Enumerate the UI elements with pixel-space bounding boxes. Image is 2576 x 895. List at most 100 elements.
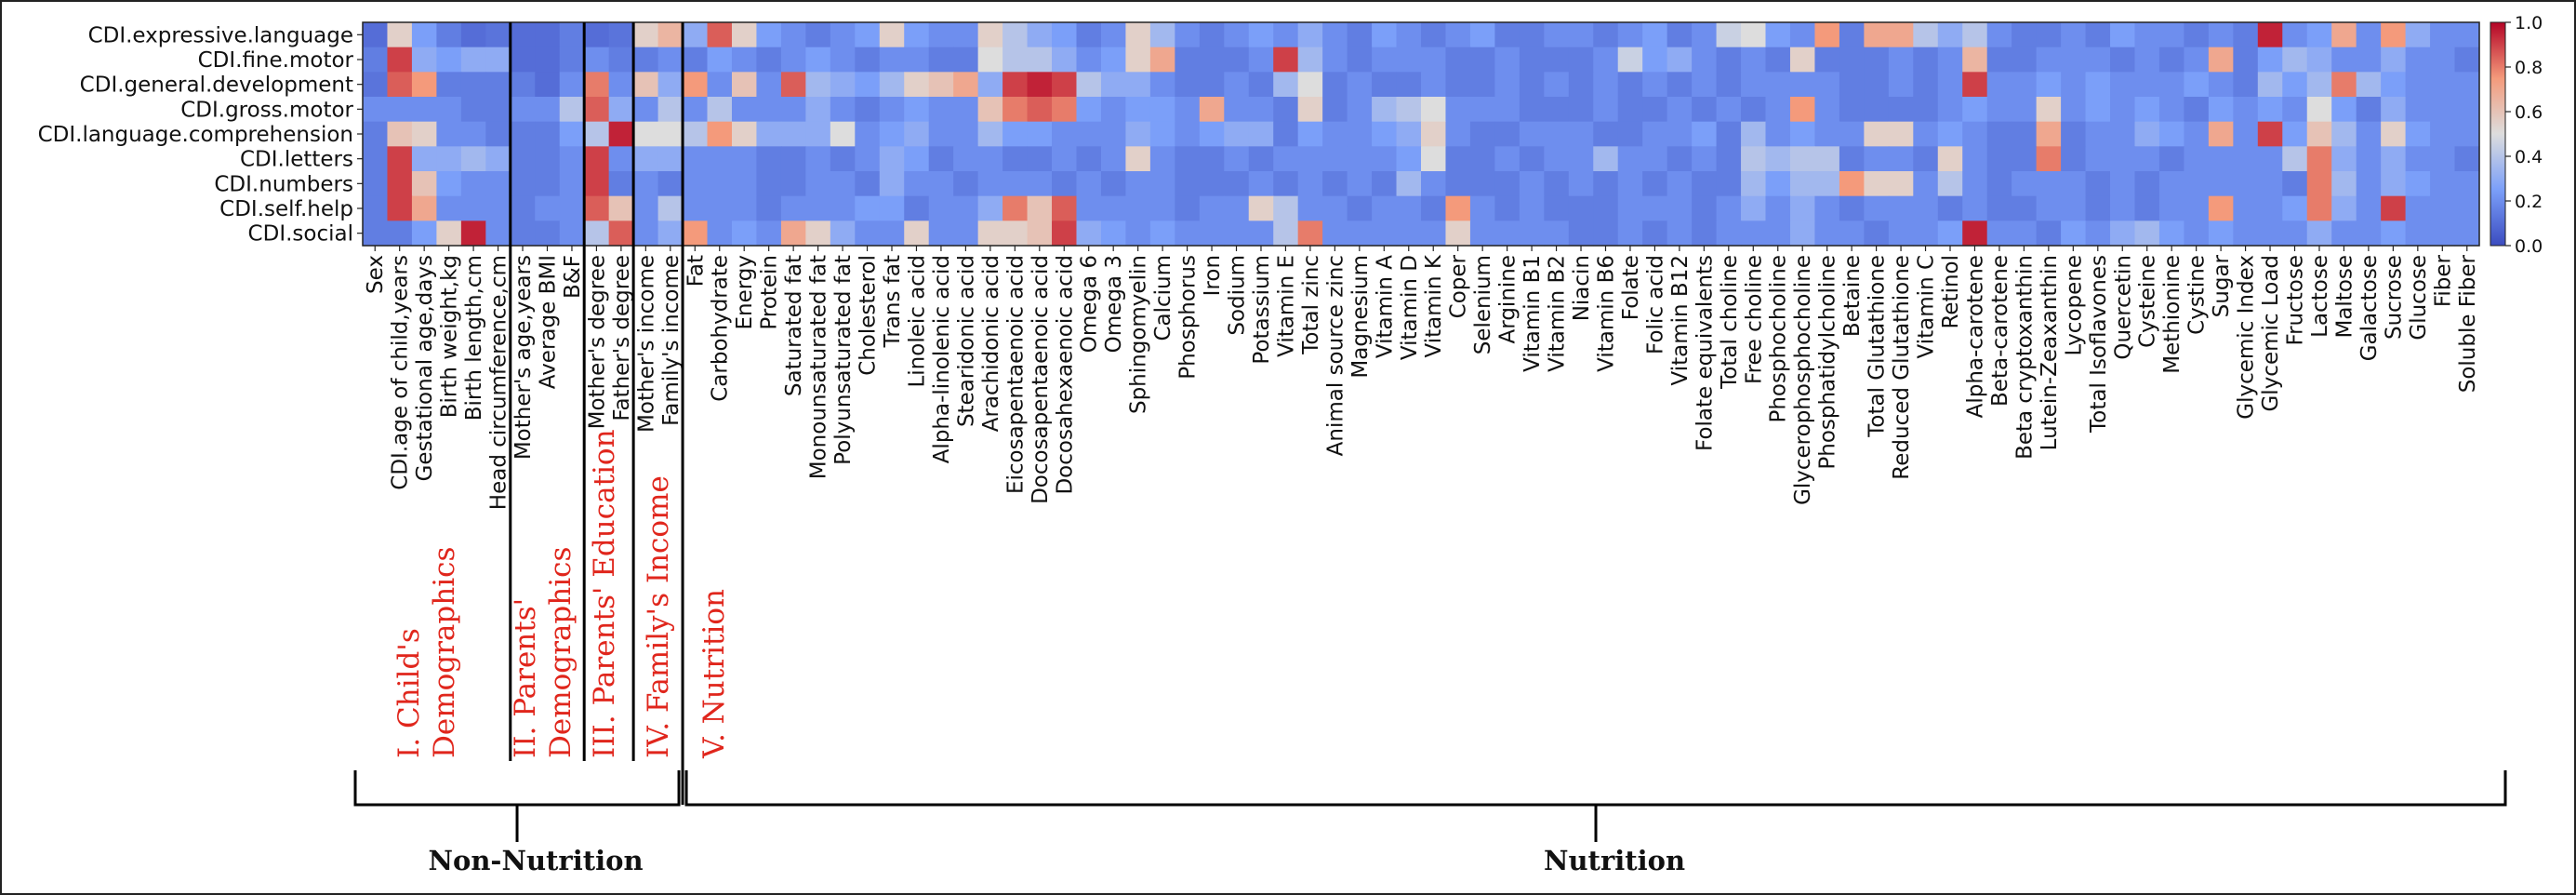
heatmap-cell <box>2454 72 2480 98</box>
heatmap-cell <box>2085 220 2111 247</box>
heatmap-cell <box>510 72 536 98</box>
heatmap-cell <box>953 97 979 123</box>
heatmap-cell <box>363 195 389 221</box>
heatmap-cell <box>707 171 733 197</box>
heatmap-cells <box>363 22 2480 247</box>
heatmap-cell <box>780 146 806 172</box>
heatmap-cell <box>683 146 709 172</box>
heatmap-cell <box>2184 171 2210 197</box>
heatmap-cell <box>559 195 585 221</box>
heatmap-cell <box>1003 146 1029 172</box>
heatmap-cell <box>1297 72 1323 98</box>
heatmap-cell <box>805 146 831 172</box>
heatmap-cell <box>1199 220 1225 247</box>
heatmap-cell <box>1519 97 1545 123</box>
heatmap-cell <box>1248 195 1274 221</box>
heatmap-cell <box>707 220 733 247</box>
column-label: Glucose <box>2407 255 2431 341</box>
group-label: Demographics <box>544 547 578 758</box>
heatmap-cell <box>1765 121 1791 147</box>
heatmap-cell <box>2158 97 2185 123</box>
heatmap-cell <box>2405 195 2431 221</box>
row-label: CDI.letters <box>240 148 353 172</box>
column-label: Vitamin K <box>1422 254 1446 357</box>
heatmap-cell <box>953 22 979 48</box>
heatmap-cell <box>977 97 1003 123</box>
group-separators <box>509 22 684 805</box>
heatmap-cell <box>1175 97 1201 123</box>
heatmap-cell <box>436 146 462 172</box>
heatmap-cell <box>1642 22 1668 48</box>
heatmap-cell <box>411 121 437 147</box>
heatmap-cell <box>977 171 1003 197</box>
row-label: CDI.general.development <box>80 73 353 98</box>
heatmap-cell <box>559 72 585 98</box>
heatmap-cell <box>1741 195 1767 221</box>
heatmap-cell <box>1149 72 1175 98</box>
heatmap-cell <box>977 72 1003 98</box>
group-label: Demographics <box>428 547 461 758</box>
row-label: CDI.self.help <box>219 197 353 221</box>
heatmap-cell <box>1741 220 1767 247</box>
heatmap-cell <box>2257 97 2283 123</box>
heatmap-cell <box>1937 220 1963 247</box>
heatmap-cell <box>2085 22 2111 48</box>
heatmap-cell <box>1864 97 1890 123</box>
column-label: Eicosapentaenoic acid <box>1003 255 1028 494</box>
brackets: Non-Nutrition Nutrition <box>353 770 2507 876</box>
heatmap-cell <box>904 146 930 172</box>
heatmap-cell <box>1322 195 1348 221</box>
heatmap-cell <box>1076 22 1102 48</box>
heatmap-cell <box>1003 121 1029 147</box>
column-label: Reduced Glutathione <box>1890 255 1914 480</box>
heatmap-cell <box>1494 146 1520 172</box>
column-label: Free choline <box>1742 255 1766 384</box>
heatmap-cell <box>1864 72 1890 98</box>
heatmap-cell <box>977 195 1003 221</box>
column-label: Total zinc <box>1299 255 1323 355</box>
heatmap-cell <box>2158 195 2185 221</box>
heatmap-cell <box>1347 72 1373 98</box>
heatmap-cell <box>1297 220 1323 247</box>
heatmap-cell <box>1839 171 1865 197</box>
heatmap-cell <box>1494 195 1520 221</box>
heatmap-cell <box>2381 195 2407 221</box>
heatmap-cell <box>1199 47 1225 73</box>
heatmap-cell <box>1372 47 1398 73</box>
heatmap-cell <box>1913 121 1939 147</box>
column-label: Vitamin B12 <box>1668 255 1693 385</box>
heatmap-cell <box>1003 220 1029 247</box>
heatmap-cell <box>1125 72 1151 98</box>
heatmap-cell <box>2356 220 2382 247</box>
heatmap-cell <box>1027 195 1053 221</box>
heatmap-cell <box>1716 220 1742 247</box>
heatmap-cell <box>2430 47 2456 73</box>
heatmap-cell <box>1248 220 1274 247</box>
column-label: Docosahexaenoic acid <box>1053 255 1077 494</box>
heatmap-cell <box>2061 146 2087 172</box>
heatmap-cell <box>1692 171 1718 197</box>
heatmap-cell <box>2430 72 2456 98</box>
column-label: Head circumference,cm <box>487 255 511 510</box>
heatmap-cell <box>2208 121 2234 147</box>
heatmap-cell <box>436 22 462 48</box>
heatmap-cell <box>2036 146 2062 172</box>
heatmap-cell <box>1888 22 1914 48</box>
heatmap-cell <box>2184 220 2210 247</box>
heatmap-cell <box>1593 171 1619 197</box>
heatmap-cell <box>1100 72 1127 98</box>
column-label: Total choline <box>1718 255 1742 390</box>
heatmap-cell <box>1986 171 2012 197</box>
heatmap-cell <box>2012 121 2038 147</box>
heatmap-cell <box>1913 146 1939 172</box>
heatmap-cell <box>1986 195 2012 221</box>
heatmap-cell <box>510 195 536 221</box>
column-label: Beta-carotene <box>1988 255 2012 407</box>
heatmap-cell <box>1519 47 1545 73</box>
column-label: Vitamin B1 <box>1520 255 1545 372</box>
column-label: Birth weight,kg <box>438 255 462 418</box>
heatmap-cell <box>1642 146 1668 172</box>
heatmap-cell <box>1224 22 1250 48</box>
heatmap-cell <box>1716 121 1742 147</box>
heatmap-cell <box>1789 72 1816 98</box>
